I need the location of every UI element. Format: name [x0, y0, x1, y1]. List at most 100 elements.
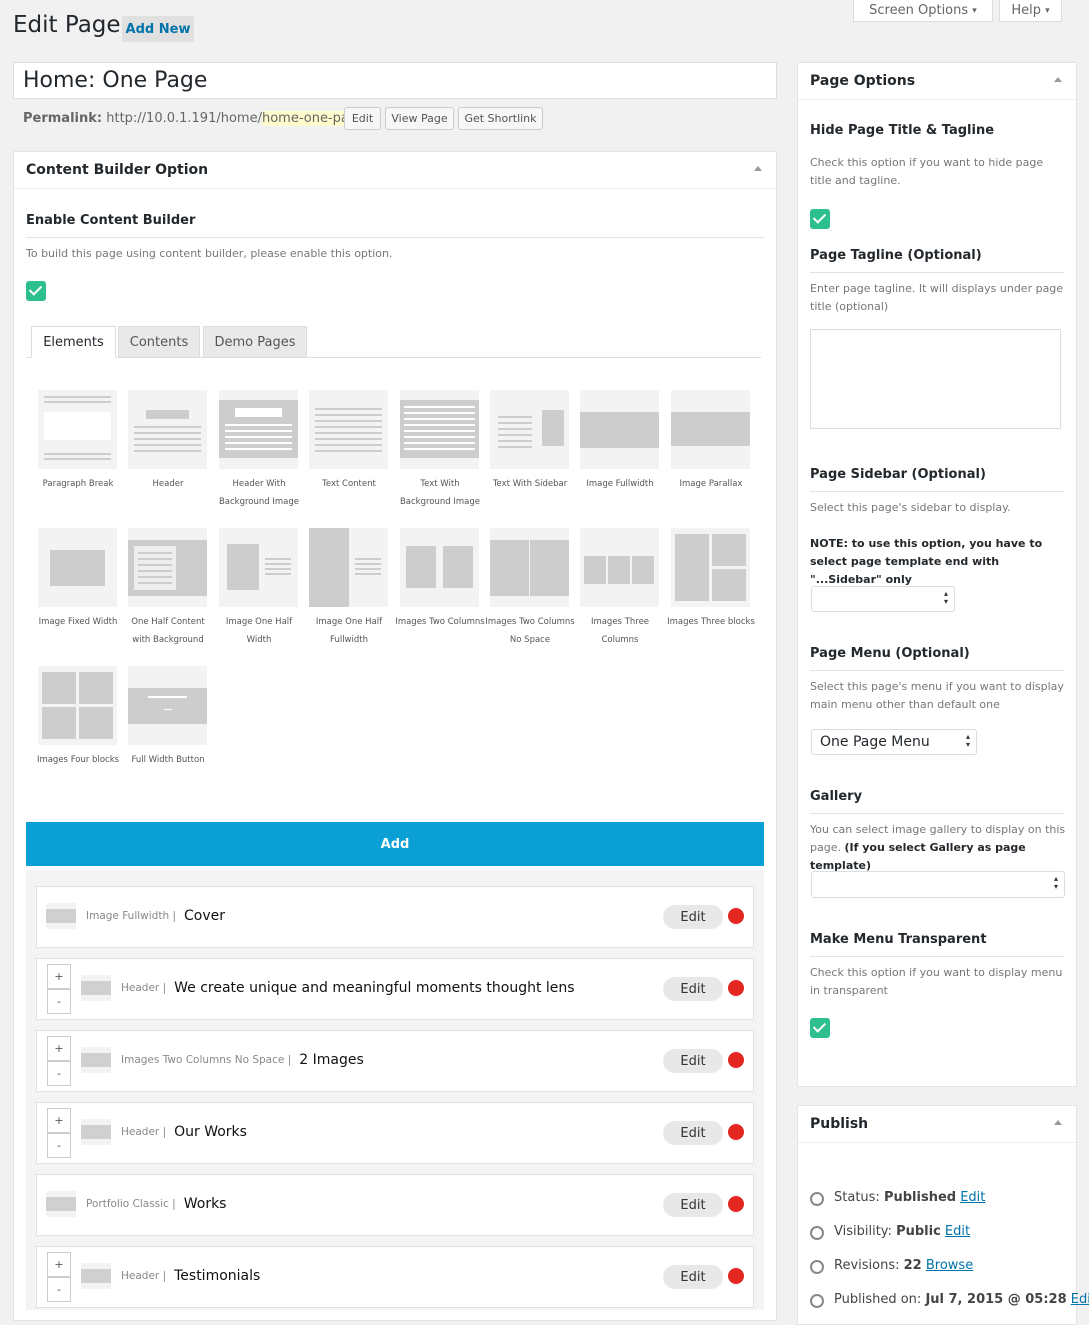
item-type: Image Fullwidth |: [86, 910, 176, 922]
element-thumbnail[interactable]: [400, 528, 479, 607]
view-page-button[interactable]: View Page: [385, 107, 454, 130]
thumb-shape: [580, 412, 659, 448]
element-thumbnail[interactable]: [38, 528, 117, 607]
publish-label: Published on:: [834, 1292, 922, 1307]
thumb-shape: [406, 546, 436, 588]
remove-dot[interactable]: [728, 980, 744, 996]
menu-select[interactable]: One Page Menu: [811, 729, 977, 755]
hide-title-checkbox[interactable]: [810, 209, 830, 229]
thumb-shape: [498, 428, 532, 430]
tab-contents[interactable]: Contents: [118, 326, 200, 358]
icon-shape: [81, 1269, 111, 1283]
help-button[interactable]: Help ▾: [999, 0, 1062, 22]
element-thumbnail[interactable]: [671, 528, 750, 607]
element-label: Text With Background Image: [399, 479, 481, 507]
publish-link[interactable]: Edit: [960, 1190, 986, 1205]
element-thumbnail[interactable]: [400, 390, 479, 469]
edit-button[interactable]: Edit: [663, 1049, 723, 1073]
item-type: Images Two Columns No Space |: [121, 1054, 292, 1066]
page-options-title: Page Options: [798, 63, 1076, 100]
element-thumbnail[interactable]: [128, 390, 207, 469]
expand-button[interactable]: +: [47, 1036, 71, 1061]
collapse-button[interactable]: -: [47, 1277, 71, 1302]
transparent-checkbox[interactable]: [810, 1018, 830, 1038]
remove-dot[interactable]: [728, 1268, 744, 1284]
element-thumbnail[interactable]: [38, 390, 117, 469]
element-thumbnail[interactable]: [309, 390, 388, 469]
thumb-shape: [164, 709, 172, 710]
option-description: Enter page tagline. It will displays und…: [810, 282, 1064, 313]
tab-rule: [116, 357, 761, 358]
collapse-arrow[interactable]: [1054, 77, 1062, 82]
collapse-button[interactable]: -: [47, 1133, 71, 1158]
element-thumbnail[interactable]: [309, 528, 388, 607]
element-thumbnail[interactable]: [219, 528, 298, 607]
element-label: Text Content: [322, 479, 376, 489]
edit-button[interactable]: Edit: [663, 905, 723, 929]
collapse-arrow[interactable]: [754, 166, 762, 171]
element-thumbnail[interactable]: [219, 390, 298, 469]
element-label: Full Width Button: [131, 755, 205, 765]
expand-button[interactable]: +: [47, 1108, 71, 1133]
item-title: 2 Images: [299, 1052, 364, 1068]
tab-elements[interactable]: Elements: [31, 326, 116, 358]
element-thumbnail[interactable]: [128, 666, 207, 745]
thumb-shape: [225, 430, 292, 432]
sidebar-select[interactable]: [811, 586, 955, 612]
thumb-shape: [134, 450, 201, 452]
element-thumbnail[interactable]: [490, 390, 569, 469]
edit-button[interactable]: Edit: [663, 1193, 723, 1217]
item-title: Testimonials: [174, 1268, 261, 1284]
enable-checkbox[interactable]: [26, 281, 46, 301]
thumb-shape: [42, 672, 76, 704]
item-label: Images Two Columns No Space | 2 Images: [121, 1050, 364, 1070]
thumb-shape: [265, 563, 291, 565]
collapse-button[interactable]: -: [47, 1061, 71, 1086]
publish-link[interactable]: Edit: [1070, 1292, 1089, 1307]
item-title: Works: [183, 1196, 227, 1212]
tab-demo-pages[interactable]: Demo Pages: [203, 326, 307, 358]
element-thumbnail[interactable]: [580, 528, 659, 607]
edit-button[interactable]: Edit: [663, 1121, 723, 1145]
permalink-edit-button[interactable]: Edit: [344, 107, 381, 130]
add-new-button[interactable]: Add New: [122, 16, 194, 42]
thumb-shape: [498, 446, 532, 448]
gallery-select[interactable]: [811, 871, 1065, 898]
publish-title: Publish: [798, 1106, 1076, 1143]
title-input[interactable]: Home: One Page: [13, 62, 777, 99]
remove-dot[interactable]: [728, 1124, 744, 1140]
collapse-arrow[interactable]: [1054, 1120, 1062, 1125]
publish-row: Published on: Jul 7, 2015 @ 05:28 Edit: [834, 1292, 1089, 1307]
element-label: Images Three Columns: [590, 617, 650, 645]
element-thumbnail[interactable]: [128, 528, 207, 607]
edit-button[interactable]: Edit: [663, 1265, 723, 1289]
expand-button[interactable]: +: [47, 1252, 71, 1277]
thumb-shape: [355, 568, 381, 570]
builder-item: + - Images Two Columns No Space | 2 Images E…: [36, 1030, 754, 1092]
option-heading: Page Tagline (Optional): [810, 248, 982, 263]
thumb-shape: [490, 540, 529, 596]
remove-dot[interactable]: [728, 1052, 744, 1068]
rule: [810, 272, 1064, 273]
collapse-button[interactable]: -: [47, 989, 71, 1014]
thumb-shape: [355, 573, 381, 575]
edit-button[interactable]: Edit: [663, 977, 723, 1001]
tagline-textarea[interactable]: [810, 329, 1061, 429]
remove-dot[interactable]: [728, 908, 744, 924]
shortlink-button[interactable]: Get Shortlink: [458, 107, 543, 130]
publish-box: Publish: [797, 1105, 1077, 1325]
element-thumbnail[interactable]: [671, 390, 750, 469]
expand-button[interactable]: +: [47, 964, 71, 989]
element-thumbnail[interactable]: [38, 666, 117, 745]
publish-link[interactable]: Edit: [944, 1224, 971, 1239]
screen-options-button[interactable]: Screen Options ▾: [853, 0, 993, 22]
thumb-shape: [315, 438, 382, 440]
publish-link[interactable]: Browse: [925, 1258, 974, 1273]
element-thumbnail[interactable]: [490, 528, 569, 607]
thumb-shape: [265, 568, 291, 570]
remove-dot[interactable]: [728, 1196, 744, 1212]
add-button[interactable]: Add: [26, 822, 764, 866]
item-title: We create unique and meaningful moments …: [174, 980, 575, 996]
element-thumbnail[interactable]: [580, 390, 659, 469]
thumb-shape: [404, 412, 475, 414]
